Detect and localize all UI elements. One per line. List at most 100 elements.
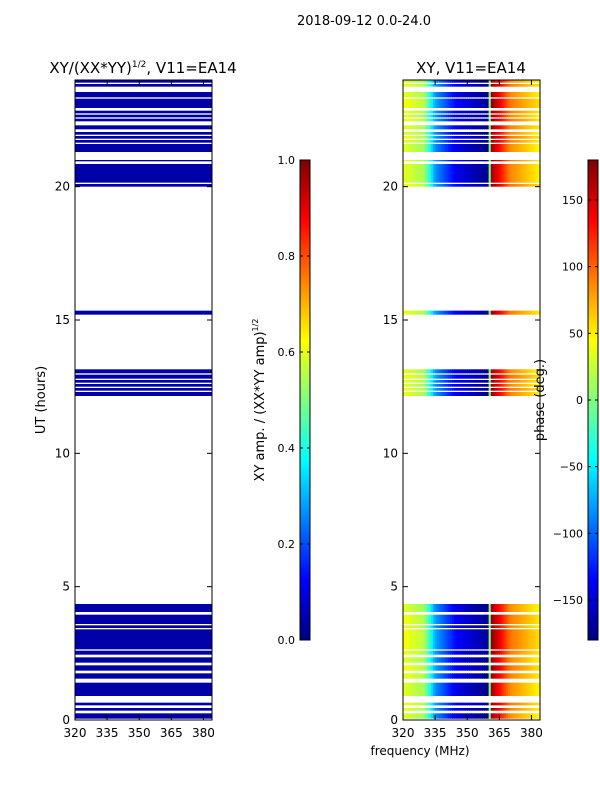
- data-band-cell: [432, 625, 436, 628]
- data-band-cell: [445, 650, 449, 655]
- data-band-cell: [501, 665, 505, 671]
- data-band-cell: [430, 80, 434, 83]
- data-band-cell: [520, 136, 524, 139]
- data-band-cell: [450, 625, 453, 628]
- data-band-cell: [482, 713, 485, 719]
- data-band-cell: [435, 84, 438, 87]
- data-band-cell: [486, 118, 490, 122]
- data-band-cell: [510, 614, 513, 624]
- data-band-cell: [503, 374, 507, 379]
- data-band-cell: [435, 92, 438, 98]
- data-band-cell: [488, 140, 492, 143]
- data-band-cell: [439, 604, 443, 612]
- data-band-cell: [533, 682, 537, 696]
- data-band-cell: [413, 144, 417, 152]
- data-band-cell: [510, 604, 513, 612]
- data-band-cell: [527, 380, 530, 383]
- data-band-cell: [529, 98, 533, 108]
- data-band-cell: [437, 388, 440, 391]
- data-band-cell: [482, 125, 485, 130]
- data-band-cell: [435, 665, 438, 671]
- data-band-cell: [411, 657, 415, 663]
- data-band-cell: [422, 114, 426, 118]
- data-band-cell: [525, 140, 528, 143]
- data-band-cell: [430, 657, 434, 663]
- data-band-cell: [475, 629, 479, 650]
- data-band-cell: [441, 665, 445, 671]
- data-band-cell: [510, 673, 513, 679]
- data-band-cell: [424, 144, 428, 152]
- data-band-cell: [445, 604, 449, 612]
- data-band-cell: [439, 80, 443, 83]
- data-band-cell: [447, 708, 451, 711]
- data-band-cell: [439, 164, 443, 183]
- data-band-cell: [516, 114, 520, 118]
- data-band: [75, 702, 212, 706]
- data-band-cell: [458, 629, 462, 650]
- data-band-cell: [432, 310, 436, 315]
- data-band-cell: [467, 118, 470, 122]
- data-band-cell: [458, 657, 462, 663]
- data-band-cell: [454, 682, 458, 696]
- data-band-cell: [499, 80, 503, 83]
- data-band-cell: [439, 160, 443, 162]
- data-band-cell: [480, 136, 483, 139]
- data-band-cell: [439, 369, 443, 374]
- data-band-cell: [497, 682, 500, 696]
- data-band-cell: [465, 614, 468, 624]
- data-band-cell: [441, 374, 445, 379]
- colorbar-tick-label: 0.8: [278, 250, 296, 263]
- data-band-cell: [467, 160, 470, 162]
- data-band-cell: [407, 184, 411, 187]
- data-band-cell: [473, 125, 477, 130]
- data-band-cell: [465, 132, 468, 135]
- data-band-cell: [458, 665, 462, 671]
- data-band-cell: [535, 310, 539, 315]
- data-band-cell: [531, 374, 535, 379]
- data-band-cell: [441, 110, 445, 114]
- data-band-cell: [525, 650, 528, 655]
- data-band-cell: [458, 369, 462, 374]
- data-band-cell: [458, 140, 462, 143]
- data-band-cell: [445, 374, 449, 379]
- y-tick-label: 5: [390, 580, 398, 594]
- data-band-cell: [409, 80, 413, 83]
- data-band-cell: [411, 92, 415, 98]
- data-band-cell: [516, 110, 520, 114]
- data-band-cell: [499, 614, 503, 624]
- data-band-cell: [422, 118, 426, 122]
- data-band-cell: [527, 184, 530, 187]
- data-band-cell: [467, 384, 470, 387]
- data-band: [75, 392, 212, 396]
- data-band-cell: [512, 657, 515, 663]
- data-band-cell: [527, 118, 530, 122]
- data-band-cell: [507, 392, 511, 396]
- data-band-cell: [512, 114, 515, 118]
- data-band-cell: [403, 98, 406, 108]
- data-band-cell: [480, 629, 483, 650]
- data-band-cell: [407, 80, 411, 83]
- data-band-cell: [475, 160, 479, 162]
- data-band-cell: [531, 388, 535, 391]
- data-band-cell: [525, 374, 528, 379]
- data-band-cell: [488, 665, 492, 671]
- data-band-cell: [422, 629, 426, 650]
- data-band-cell: [458, 132, 462, 135]
- data-band-cell: [426, 682, 430, 696]
- data-band-cell: [499, 374, 503, 379]
- data-band-cell: [426, 140, 430, 143]
- data-band-cell: [525, 184, 528, 187]
- data-band-cell: [531, 384, 535, 387]
- data-band-cell: [501, 184, 505, 187]
- data-band-cell: [525, 118, 528, 122]
- data-band-cell: [403, 140, 406, 143]
- data-band-cell: [518, 136, 522, 139]
- data-band-cell: [450, 114, 453, 118]
- amplitude-colorbar-gradient: [299, 159, 311, 641]
- data-band-cell: [460, 118, 464, 122]
- data-band-cell: [507, 80, 511, 83]
- data-band-cell: [477, 708, 481, 711]
- data-band-cell: [507, 657, 511, 663]
- data-band-cell: [482, 392, 485, 396]
- data-band-cell: [514, 114, 518, 118]
